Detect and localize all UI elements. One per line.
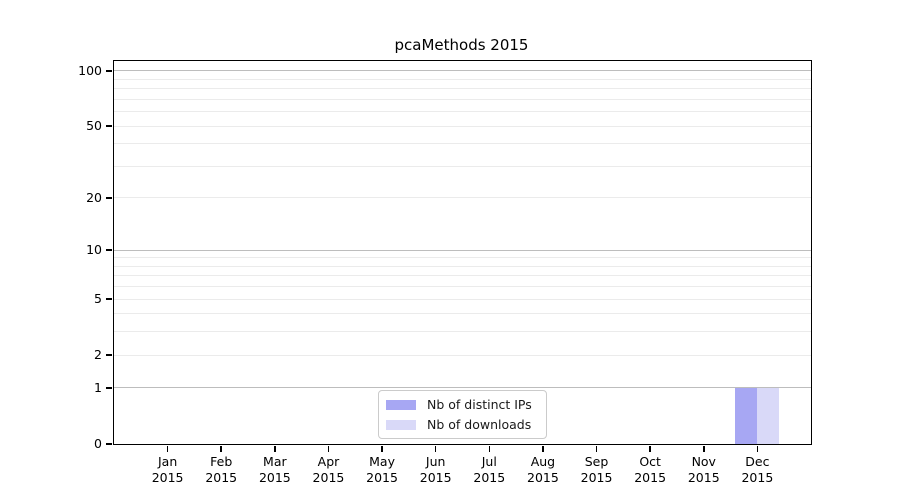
x-tick — [542, 445, 544, 452]
y-tick-label: 5 — [94, 291, 102, 307]
plot-area: 0 1 2 5 10 20 50 100 Jan 2015 Feb 2015 Mar 2015 Apr… — [78, 60, 812, 485]
x-tick-label: Dec 2015 — [741, 454, 774, 485]
x-tick — [756, 445, 759, 452]
minor-gridline — [114, 331, 811, 333]
legend-label: Nb of downloads — [427, 417, 532, 432]
minor-gridline — [114, 286, 811, 288]
minor-gridline — [114, 197, 811, 199]
x-tick-label: Apr 2015 — [312, 454, 345, 485]
x-tick-label: May 2015 — [366, 454, 398, 485]
y-tick-label: 10 — [86, 242, 102, 258]
x-tick — [703, 445, 705, 452]
y-tick-label: 20 — [86, 189, 102, 205]
legend-row: Nb of downloads — [386, 417, 538, 432]
bar-downloads — [757, 387, 780, 444]
minor-gridline — [114, 354, 811, 356]
chart-title: pcaMethods 2015 — [394, 36, 529, 54]
y-tick-label: 100 — [78, 62, 102, 78]
x-tick-label: Aug 2015 — [527, 454, 559, 485]
y-tick-label: 2 — [94, 347, 102, 363]
legend: Nb of distinct IPs Nb of downloads — [378, 390, 547, 439]
x-tick-label: Oct 2015 — [634, 454, 667, 485]
minor-gridline — [114, 143, 811, 145]
legend-row: Nb of distinct IPs — [386, 397, 538, 412]
x-tick — [434, 445, 437, 452]
y-tick — [106, 298, 112, 300]
y-tick — [106, 125, 112, 127]
legend-swatch-icon — [386, 419, 416, 430]
x-tick-label: Feb 2015 — [205, 454, 238, 485]
major-gridline — [114, 387, 811, 389]
x-tick — [649, 445, 651, 452]
x-tick — [274, 445, 276, 452]
y-tick-label: 1 — [94, 379, 102, 395]
y-tick — [106, 197, 112, 199]
x-tick-label: Jun 2015 — [419, 454, 452, 485]
bar-distinct-ips — [735, 387, 758, 444]
major-gridline — [114, 249, 811, 251]
minor-gridline — [114, 98, 811, 100]
x-tick — [488, 445, 491, 452]
x-tick — [595, 445, 598, 452]
y-tick — [106, 387, 112, 389]
x-tick-label: Jan 2015 — [151, 454, 184, 485]
y-tick-label: 0 — [94, 436, 102, 451]
y-tick — [106, 443, 112, 445]
minor-gridline — [114, 111, 811, 113]
y-tick — [106, 354, 112, 356]
minor-gridline — [114, 78, 811, 80]
minor-gridline — [114, 298, 811, 300]
minor-gridline — [114, 275, 811, 277]
minor-gridline — [114, 165, 811, 167]
minor-gridline — [114, 125, 811, 127]
major-gridline — [114, 70, 811, 72]
y-tick — [106, 249, 112, 251]
minor-gridline — [114, 88, 811, 90]
legend-label: Nb of distinct IPs — [427, 397, 532, 412]
y-tick-label: 50 — [86, 118, 102, 134]
x-tick-label: Mar 2015 — [258, 454, 291, 485]
legend-swatch-icon — [386, 399, 416, 410]
x-tick-label: Jul 2015 — [473, 454, 506, 485]
x-tick — [166, 445, 169, 452]
x-tick — [381, 445, 383, 452]
x-tick-label: Nov 2015 — [687, 454, 720, 485]
x-tick — [220, 445, 222, 452]
minor-gridline — [114, 257, 811, 259]
minor-gridline — [114, 265, 811, 267]
x-tick — [327, 445, 330, 452]
x-tick-label: Sep 2015 — [580, 454, 613, 485]
minor-gridline — [114, 313, 811, 315]
y-tick — [106, 70, 112, 72]
